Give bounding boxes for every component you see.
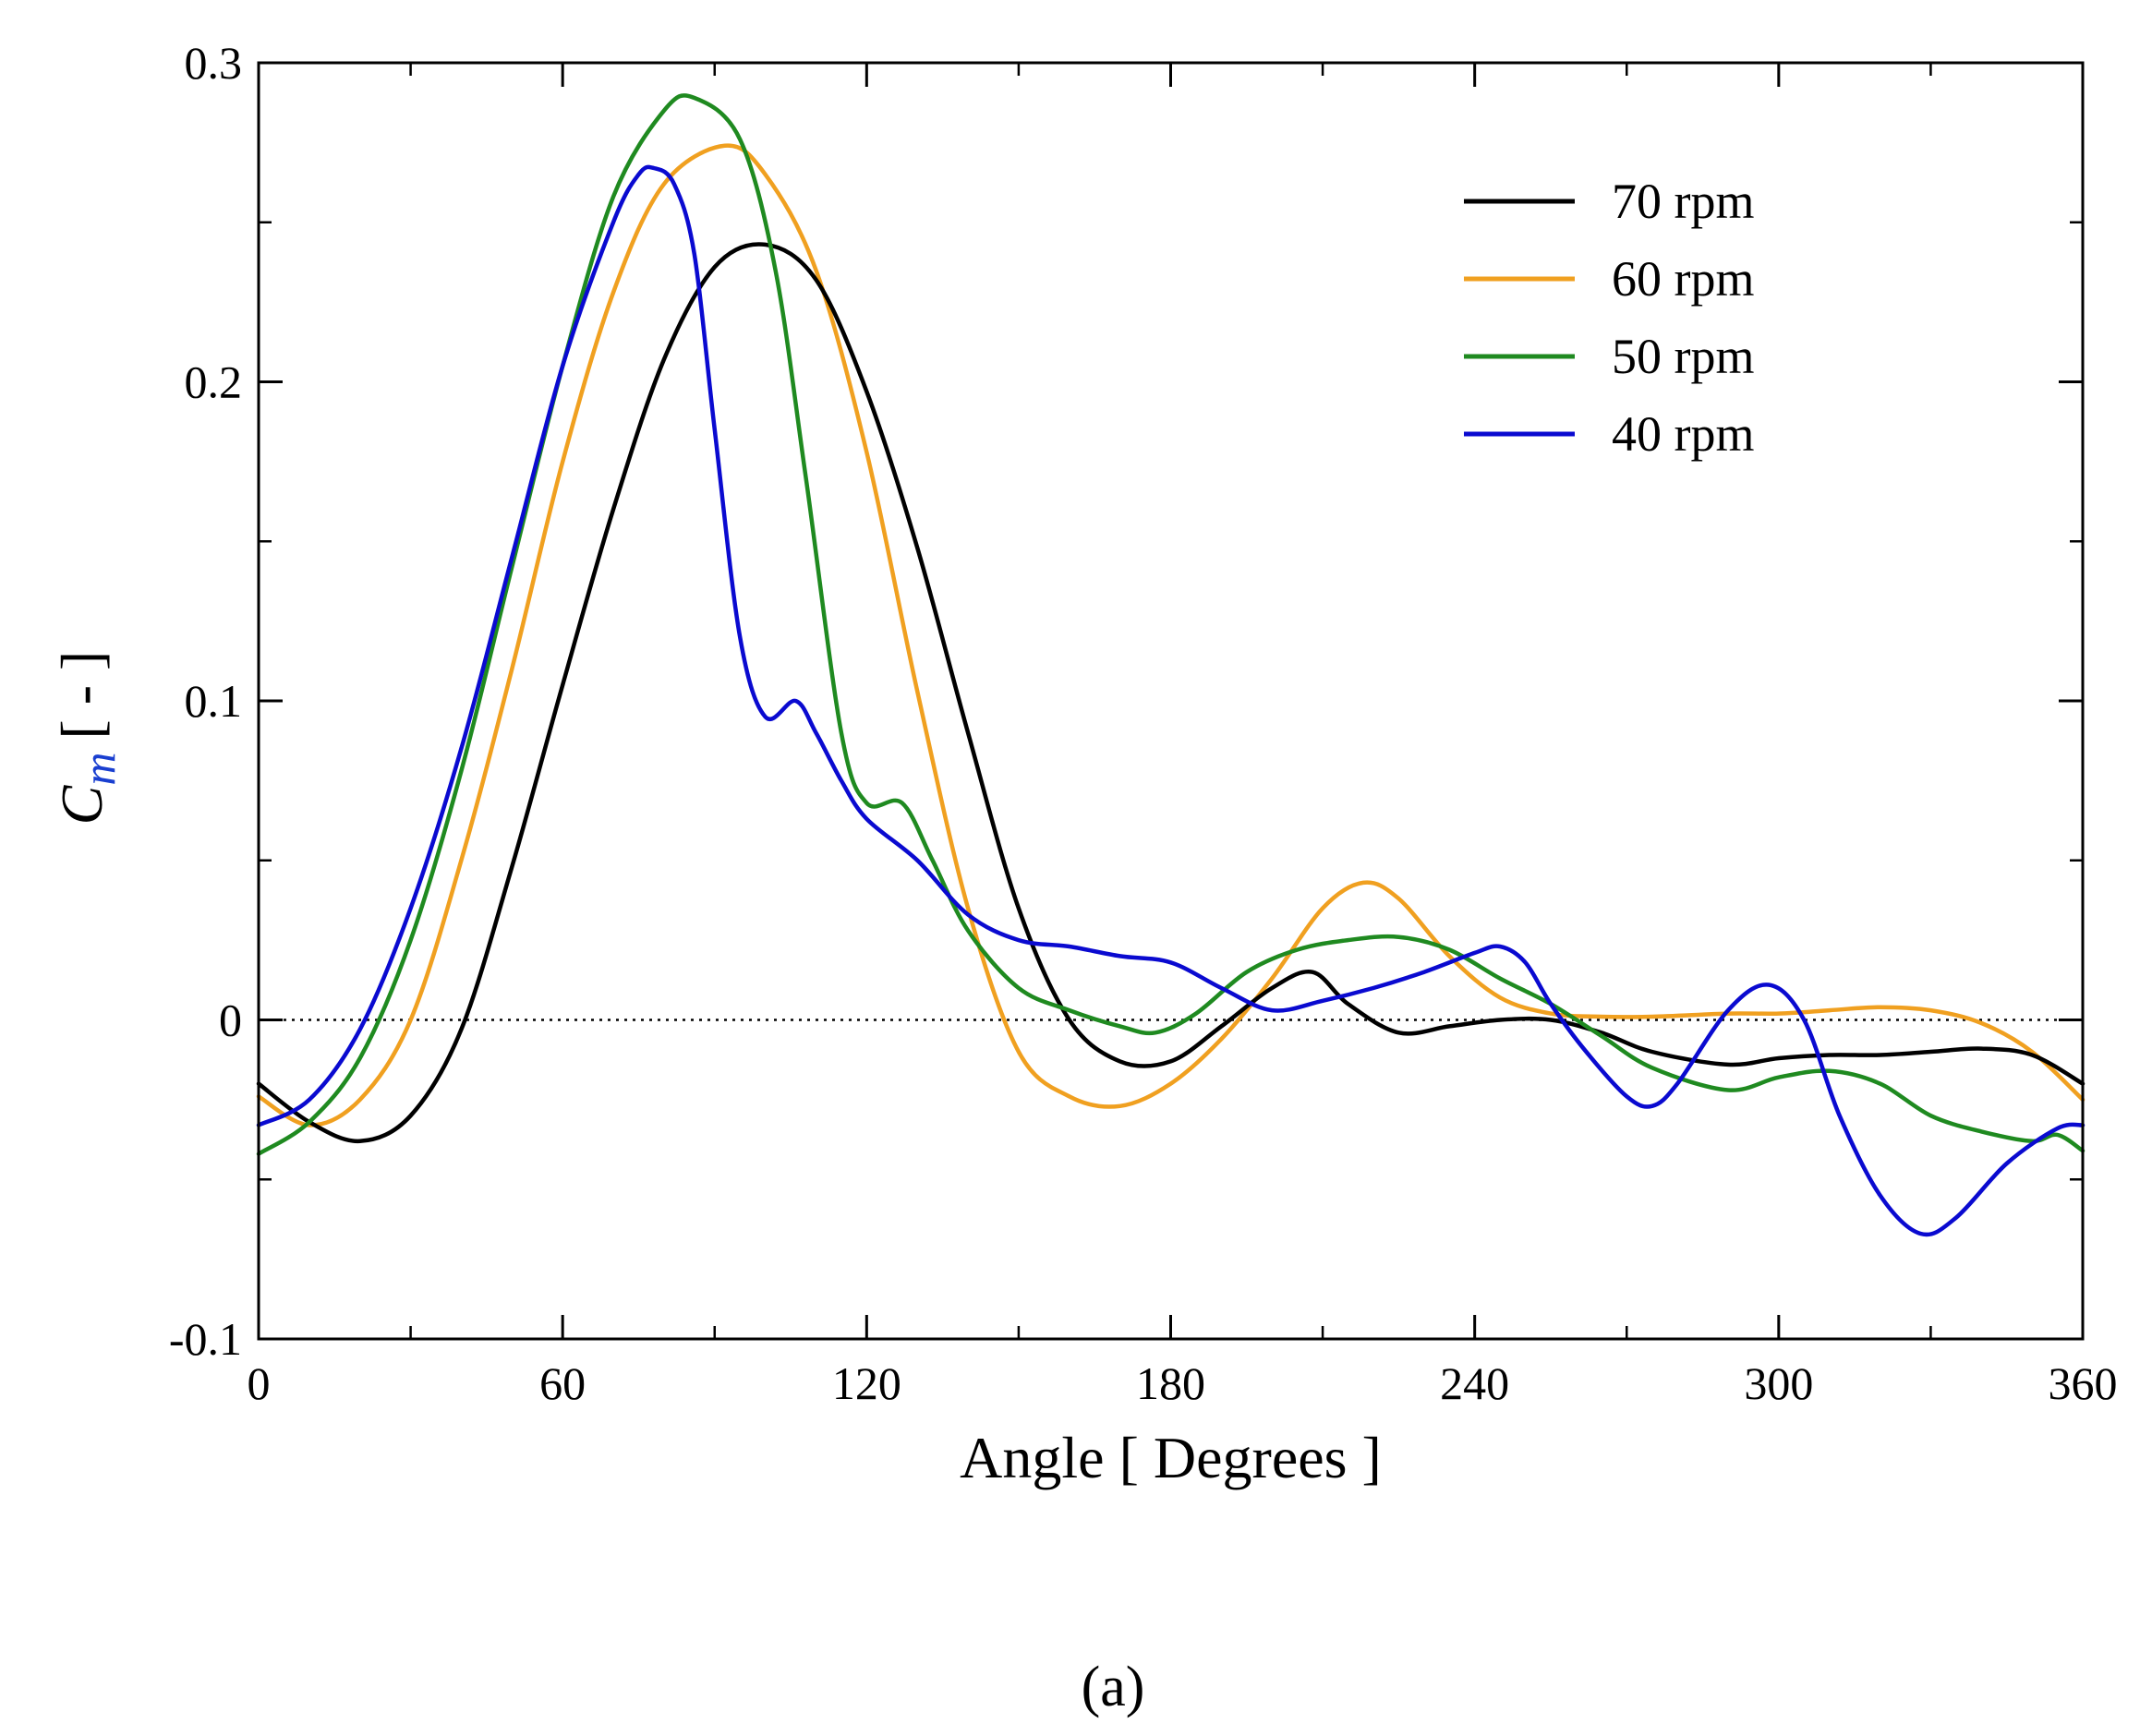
series-line-60-rpm [256,143,2086,1127]
legend-label: 40 rpm [1612,406,1755,462]
y-tick-label: 0.2 [185,356,243,408]
legend-label: 50 rpm [1612,329,1755,384]
y-tick-label: 0.1 [185,675,243,727]
x-tick-label: 180 [1136,1357,1205,1409]
series-line-40-rpm [256,164,2086,1237]
panel-label: (a) [1082,1656,1145,1718]
y-axis-title: Cm [ - ] [49,651,125,826]
series-line-70-rpm [256,242,2086,1144]
svg-text:Cm[ - ]: Cm [ - ] [49,651,125,826]
legend-label: 70 rpm [1612,174,1755,229]
legend: 70 rpm 60 rpm 50 rpm 40 rpm [1464,174,1755,462]
legend-label: 60 rpm [1612,251,1755,307]
y-axis-unit: [ - ] [49,651,115,740]
series-group [256,93,2086,1237]
x-tick-label: 120 [832,1357,901,1409]
plot-frame [257,61,2085,1341]
y-tick-label: 0.3 [185,37,243,89]
ticks-group: 0 60 120 180 240 300 360-0.100.10.20.3 [169,37,2118,1409]
y-tick-label: 0 [219,995,242,1046]
x-axis-title: Angle [ Degrees ] [960,1425,1382,1490]
x-tick-label: 240 [1440,1357,1509,1409]
x-tick-label: 360 [2049,1357,2118,1409]
x-tick-label: 300 [1744,1357,1813,1409]
y-axis-subscript: m [73,753,125,786]
x-tick-label: 60 [539,1357,586,1409]
x-tick-label: 0 [248,1357,271,1409]
y-tick-label: -0.1 [169,1313,242,1365]
series-line-50-rpm [256,93,2086,1156]
plot-area: 0 60 120 180 240 300 360-0.100.10.20.3 [169,37,2118,1409]
y-axis-symbol: C [49,784,115,825]
